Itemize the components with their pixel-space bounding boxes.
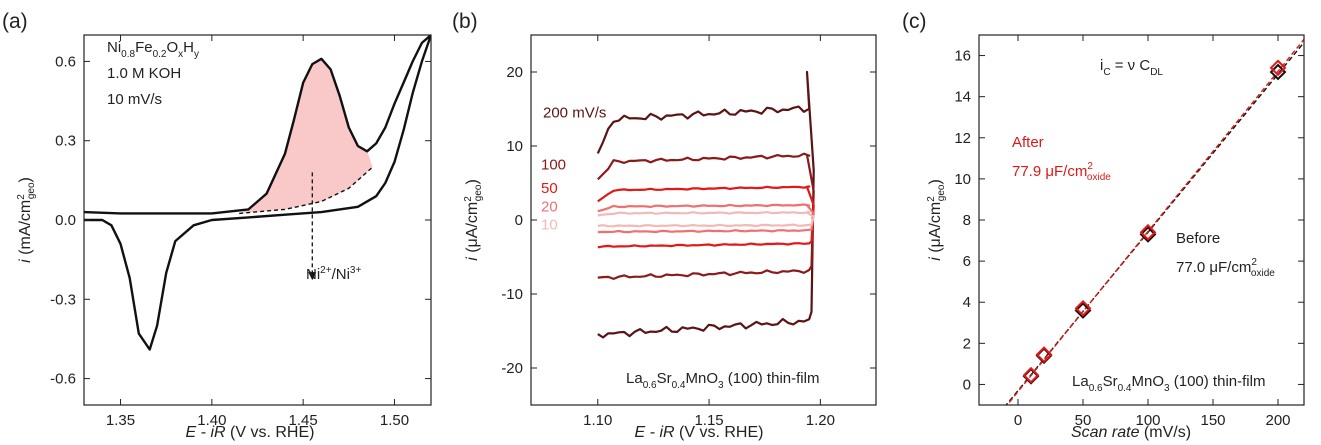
panel-b-ylabel: i (μA/cm2geo) — [463, 179, 484, 261]
panel-c-ytick-label: 12 — [954, 130, 971, 147]
panel-a-plot-area — [84, 35, 431, 351]
panel-a-baseline-dashed — [239, 166, 374, 215]
panel-a-xlabel: E - iR (V vs. RHE) — [186, 424, 315, 441]
panel-a-ylabel: i (mA/cm2geo) — [16, 177, 37, 263]
panel-b-series-label-3: 20 — [541, 199, 558, 216]
panel-c-after-value: 77.9 μF/cm2 oxide — [1012, 161, 1111, 183]
panel-a-xtick-label: 1.45 — [289, 412, 318, 429]
panel-b-ytick-label: -10 — [501, 286, 523, 303]
panel-c-point-before — [1074, 302, 1092, 319]
panel-b-cv-loop-2 — [597, 185, 815, 249]
panel-a-material-label: Ni0.8Fe0.2OxHy — [107, 39, 199, 60]
panel-a-cv-curve-1 — [84, 35, 431, 351]
panel-b-cv-loop-0 — [596, 70, 815, 339]
panel-a-ytick-label: 0.3 — [55, 133, 76, 150]
panel-a: 1.35 1.40 1.45 1.50 -0.6 -0.3 0.0 0.3 0.6 — [50, 34, 432, 429]
panel-b-series-label-1: 100 — [541, 157, 566, 174]
panel-a-xtick-label: 1.40 — [197, 412, 226, 429]
panel-label-a: (a) — [2, 10, 28, 33]
panel-c-xtick-label: 100 — [1135, 412, 1160, 429]
panel-a-arrow-head — [308, 272, 317, 281]
panel-c-xtick-label: 200 — [1265, 412, 1290, 429]
panel-c-xtick-label: 0 — [1014, 412, 1022, 429]
panel-c-equation: iC = ν CDL — [1100, 57, 1163, 78]
panel-a-ytick-label: -0.3 — [50, 291, 76, 308]
panel-a-ytick-label: 0.6 — [55, 53, 76, 70]
panel-a-cv-curve-0 — [84, 35, 431, 215]
panel-c-point-after — [1035, 346, 1053, 364]
panel-b-ytick-label: 10 — [506, 138, 523, 155]
panel-c-point-before — [1139, 225, 1157, 243]
panel-b-series-label-2: 50 — [541, 180, 558, 197]
panel-c-point-after — [1269, 59, 1287, 77]
panel-c-xtick-label: 150 — [1200, 412, 1225, 429]
panel-b-series-label-4: 10 — [541, 216, 558, 233]
panel-b-ytick-label: -20 — [501, 360, 523, 377]
panel-b-xtick-label: 1.10 — [583, 412, 612, 429]
panel-c-ytick-label: 14 — [954, 89, 971, 106]
panel-c-ytick-label: 6 — [963, 253, 971, 270]
panel-b-ytick-label: 20 — [506, 64, 523, 81]
panel-a-xtick-label: 1.50 — [380, 412, 409, 429]
panel-c-ytick-label: 8 — [963, 212, 971, 229]
panel-c-fit-line-1 — [1006, 38, 1304, 405]
panel-c-xtick-label: 50 — [1075, 412, 1092, 429]
panel-c-after-title: After — [1012, 134, 1044, 151]
panel-a-xtick-label: 1.35 — [106, 412, 135, 429]
panel-c-xlabel: Scan rate (mV/s) — [1071, 424, 1191, 441]
panel-c-film-label: La0.6Sr0.4MnO3 (100) thin-film — [1072, 373, 1265, 394]
panel-b-xtick-label: 1.15 — [694, 412, 723, 429]
panel-c: 0 50 100 150 200 0 2 4 6 8 10 12 14 16 — [954, 34, 1305, 429]
panel-a-redox-annotation: Ni2+/Ni3+ — [306, 265, 361, 283]
panel-label-b: (b) — [452, 10, 478, 33]
panel-b-cv-loop-4 — [597, 210, 815, 228]
panel-c-point-after — [1139, 223, 1157, 241]
panel-a-ytick-label: 0.0 — [55, 212, 76, 229]
panel-c-point-after — [1022, 366, 1040, 384]
panel-b-series-label-0: 200 mV/s — [543, 105, 606, 122]
panel-label-c: (c) — [902, 10, 927, 33]
panel-a-scanrate-label: 10 mV/s — [107, 91, 162, 108]
panel-a-electrolyte-label: 1.0 M KOH — [107, 65, 181, 82]
panel-c-ylabel: i (μA/cm2geo) — [926, 179, 947, 261]
panel-b-xtick-label: 1.20 — [806, 412, 835, 429]
panel-b-ytick-label: 0 — [515, 212, 523, 229]
panel-c-ytick-label: 2 — [963, 335, 971, 352]
panel-b-plot-frame — [530, 34, 877, 406]
panel-b-cv-loop-3 — [597, 203, 815, 234]
panel-b-cv-loop-1 — [597, 152, 815, 280]
panel-c-plot-frame — [978, 34, 1305, 406]
panel-c-ytick-label: 16 — [954, 48, 971, 65]
panel-c-point-after — [1074, 299, 1092, 317]
panel-c-plot-area — [1005, 38, 1304, 405]
panel-b-xlabel: E - iR (V vs. RHE) — [635, 424, 764, 441]
panel-c-ytick-label: 4 — [963, 294, 971, 311]
panel-c-before-title: Before — [1176, 230, 1220, 247]
panel-b-film-label: La0.6Sr0.4MnO3 (100) thin-film — [626, 370, 819, 391]
panel-c-ytick-label: 0 — [963, 376, 971, 393]
panel-c-ytick-label: 10 — [954, 171, 971, 188]
panel-a-ytick-label: -0.6 — [50, 371, 76, 388]
panel-c-before-value: 77.0 μF/cm2 oxide — [1176, 257, 1275, 279]
